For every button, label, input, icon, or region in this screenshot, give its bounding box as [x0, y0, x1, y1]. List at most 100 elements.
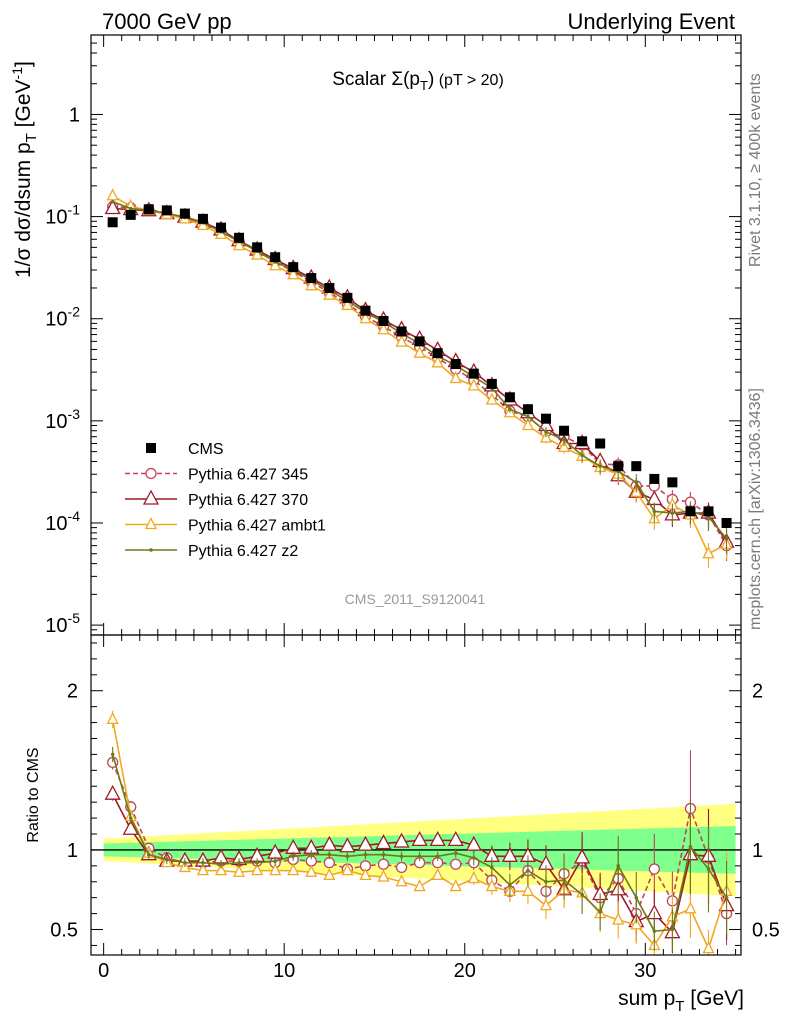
legend-marker	[146, 443, 156, 453]
point-z2	[508, 407, 512, 412]
point-z2	[724, 536, 729, 541]
legend-label: CMS	[188, 441, 224, 458]
point-p345	[377, 858, 390, 870]
point-cms	[432, 348, 443, 359]
point-z2	[490, 865, 494, 870]
point-cms	[559, 425, 570, 436]
point-z2	[417, 854, 422, 859]
point-p370	[104, 784, 121, 800]
point-ambt1	[521, 883, 534, 896]
point-z2	[327, 852, 332, 857]
y-tick-label: 1	[69, 104, 80, 126]
legend-marker	[144, 517, 158, 530]
point-cms	[703, 506, 714, 517]
point-ambt1	[377, 322, 390, 335]
header-left: 7000 GeV pp	[102, 9, 232, 34]
ratio-y-tick-label: 0.5	[50, 920, 78, 942]
point-cms	[324, 282, 335, 293]
point-z2	[724, 895, 729, 900]
point-ambt1	[431, 355, 444, 368]
point-cms	[577, 436, 588, 447]
y-tick-base: 10	[45, 411, 67, 433]
ratio-frame	[90, 634, 742, 956]
point-cms	[197, 213, 208, 224]
point-ambt1	[612, 912, 625, 925]
point-cms	[595, 438, 606, 449]
y-axis-label-main: 1/σ dσ/dsum p	[12, 142, 35, 278]
point-ambt1	[269, 258, 282, 271]
legend-item-ambt1: Pythia 6.427 ambt1	[125, 517, 326, 535]
point-cms	[649, 473, 660, 484]
point-z2	[544, 879, 548, 884]
point-ambt1	[305, 278, 318, 291]
point-z2	[616, 864, 621, 868]
analysis-watermark: CMS_2011_S9120041	[345, 591, 486, 607]
point-ambt1	[485, 879, 498, 892]
point-cms	[450, 359, 461, 370]
point-ambt1	[395, 874, 408, 887]
point-p370	[411, 831, 428, 847]
x-tick-label: 0	[98, 960, 109, 982]
point-cms	[161, 205, 172, 216]
point-ambt1	[431, 867, 444, 881]
point-ambt1	[233, 864, 246, 877]
point-ambt1	[684, 901, 697, 914]
legend-item-cms: CMS	[146, 441, 224, 458]
point-ambt1	[702, 941, 715, 954]
point-cms	[504, 392, 515, 403]
y-axis-label-superscript: -1	[9, 67, 25, 80]
rivet-version-text: Rivet 3.1.10, ≥ 400k events	[747, 73, 764, 267]
point-ambt1	[323, 867, 336, 881]
y-tick-base: 10	[45, 513, 67, 535]
y-tick-base: 10	[45, 309, 67, 331]
point-cms	[613, 461, 624, 472]
point-cms	[631, 461, 642, 472]
point-cms	[414, 336, 425, 347]
point-cms	[522, 404, 533, 415]
point-cms	[252, 242, 263, 253]
ratio-y-tick-label-right: 2	[752, 681, 763, 703]
point-cms	[378, 315, 389, 326]
y-axis-label-unit: [GeV	[12, 79, 35, 133]
legend-label: Pythia 6.427 ambt1	[188, 518, 326, 535]
ratio-y-tick-label: 1	[67, 840, 78, 862]
point-cms	[143, 204, 154, 215]
point-cms	[288, 262, 299, 273]
point-z2	[706, 867, 711, 871]
point-z2	[670, 511, 675, 515]
x-axis-label-main: sum p	[618, 987, 675, 1010]
x-axis-label-unit: [GeV]	[684, 987, 744, 1010]
x-tick-label: 30	[634, 960, 656, 982]
legend-label: Pythia 6.427 370	[188, 492, 308, 509]
point-z2	[363, 852, 368, 857]
y-tick-label: 10-4	[45, 508, 80, 535]
point-z2	[652, 509, 657, 514]
point-ambt1	[395, 334, 408, 347]
point-z2	[670, 927, 675, 932]
point-ambt1	[413, 345, 426, 358]
y-tick-base: 10	[45, 615, 67, 637]
point-z2	[165, 857, 169, 862]
point-ambt1	[359, 311, 372, 324]
y-tick-label: 10-2	[45, 304, 80, 331]
legend-item-p370: Pythia 6.427 370	[125, 489, 308, 509]
point-p370	[574, 848, 591, 864]
point-p370	[465, 835, 482, 851]
point-cms	[396, 326, 407, 337]
chart-title-close: )	[428, 69, 434, 90]
y-tick-label: 10-3	[45, 406, 80, 433]
point-z2	[598, 464, 602, 468]
y-tick-exponent: -1	[68, 202, 81, 218]
point-z2	[345, 854, 350, 859]
point-z2	[580, 453, 584, 458]
point-cms	[179, 208, 190, 219]
point-ambt1	[106, 188, 119, 201]
point-ambt1	[377, 869, 390, 882]
point-ambt1	[702, 546, 715, 559]
point-ambt1	[521, 418, 534, 431]
point-cms	[721, 517, 732, 528]
y-tick-label: 10-1	[45, 202, 80, 229]
